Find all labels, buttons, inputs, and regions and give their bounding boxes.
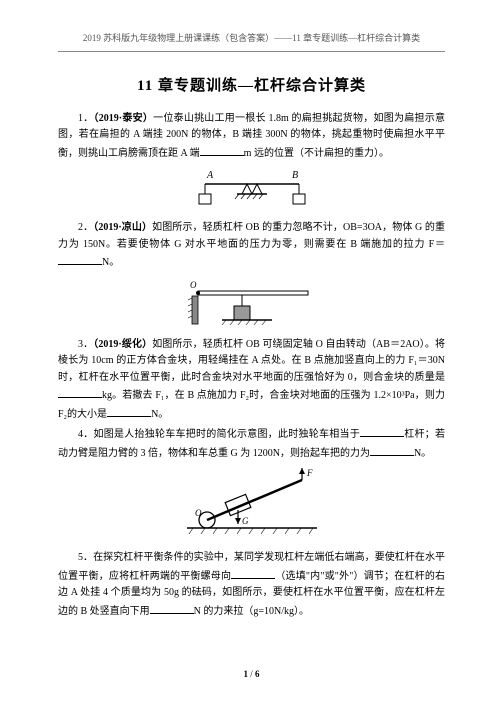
problem-3-prefix: 3． <box>78 339 93 350</box>
problem-4: 4．如图是人抬独轮车车把时的简化示意图，此时独轮车相当于杠杆；若动力臂是阻力臂的… <box>58 425 445 462</box>
fig1-label-a: A <box>206 170 214 181</box>
blank-4a <box>360 425 404 437</box>
header-divider <box>58 51 445 52</box>
blank-3a <box>58 386 102 398</box>
problem-2-tag: （2019·凉山） <box>93 222 152 233</box>
footer-page: 1 <box>243 669 248 679</box>
fig3-label-o: O <box>195 508 202 518</box>
problem-3: 3．（2019·绥化）如图所示，轻质杠杆 OB 可绕固定轴 O 自由转动（AB＝… <box>58 337 445 424</box>
blank-4b <box>370 444 414 456</box>
page-footer: 1 / 6 <box>0 669 503 679</box>
problem-1-tag: （2019·泰安） <box>94 113 154 124</box>
fig3-label-f: F <box>306 468 313 478</box>
blank-5b <box>150 602 194 614</box>
problem-4-body: 如图是人抬独轮车车把时的简化示意图，此时独轮车相当于 <box>94 429 361 440</box>
fig2-label-o: O <box>190 280 197 290</box>
problem-2-unit: N。 <box>102 257 119 268</box>
blank-1 <box>200 144 244 156</box>
figure-3: O F G <box>177 466 327 544</box>
blank-2 <box>58 253 102 265</box>
problem-5: 5．在探究杠杆平衡条件的实验中，某同学发现杠杆左端低右端高，要使杠杆在水平位置平… <box>58 550 445 620</box>
document-title: 11 章专题训练—杠杆综合计算类 <box>58 74 445 95</box>
problem-5-unit: N 的力来拉（g=10N/kg）。 <box>194 606 309 617</box>
problem-3-unit-b: N。 <box>151 409 168 420</box>
problem-2-prefix: 2． <box>78 222 93 233</box>
footer-total: 6 <box>255 669 260 679</box>
problem-1: 1．（2019·泰安）一位泰山挑山工用一根长 1.8m 的扁担挑起货物，如图为扁… <box>58 111 445 163</box>
figure-2: O <box>182 276 322 331</box>
problem-4-unit: N。 <box>414 448 431 459</box>
problem-5-prefix: 5． <box>78 552 93 563</box>
figure-1: A B <box>187 166 317 214</box>
problem-1-unit: m 远的位置（不计扁担的重力）。 <box>244 148 389 159</box>
problem-1-prefix: 1． <box>78 113 94 124</box>
problem-2: 2．（2019·凉山）如图所示，轻质杠杆 OB 的重力忽略不计，OB=3OA，物… <box>58 220 445 272</box>
blank-3b <box>107 405 151 417</box>
problem-3-tag: （2019·绥化） <box>93 339 152 350</box>
fig1-label-b: B <box>292 170 298 181</box>
fig3-label-g: G <box>242 516 249 526</box>
header-text: 2019 苏科版九年级物理上册课课练（包含答案）——11 章专题训练—杠杆综合计… <box>83 33 420 43</box>
page-header: 2019 苏科版九年级物理上册课课练（包含答案）——11 章专题训练—杠杆综合计… <box>58 32 445 49</box>
problem-4-prefix: 4． <box>78 429 94 440</box>
blank-5a <box>231 567 275 579</box>
